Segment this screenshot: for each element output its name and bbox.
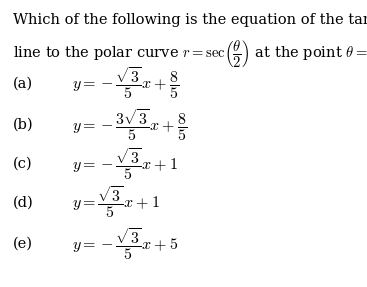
Text: (c): (c) [13, 157, 32, 170]
Text: (a): (a) [13, 76, 33, 90]
Text: $y = \dfrac{\sqrt{3}}{5}x + 1$: $y = \dfrac{\sqrt{3}}{5}x + 1$ [72, 184, 159, 220]
Text: $y = -\dfrac{3\sqrt{3}}{5}x + \dfrac{8}{5}$: $y = -\dfrac{3\sqrt{3}}{5}x + \dfrac{8}{… [72, 107, 187, 143]
Text: (e): (e) [13, 237, 33, 251]
Text: line to the polar curve $r = \mathrm{sec}\left(\dfrac{\theta}{2}\right)$ at the : line to the polar curve $r = \mathrm{sec… [13, 39, 367, 70]
Text: (b): (b) [13, 118, 33, 132]
Text: (d): (d) [13, 195, 34, 209]
Text: $y = -\dfrac{\sqrt{3}}{5}x + 5$: $y = -\dfrac{\sqrt{3}}{5}x + 5$ [72, 226, 178, 262]
Text: $y = -\dfrac{\sqrt{3}}{5}x + 1$: $y = -\dfrac{\sqrt{3}}{5}x + 1$ [72, 146, 177, 182]
Text: $y = -\dfrac{\sqrt{3}}{5}x + \dfrac{8}{5}$: $y = -\dfrac{\sqrt{3}}{5}x + \dfrac{8}{5… [72, 65, 179, 101]
Text: Which of the following is the equation of the tangent: Which of the following is the equation o… [13, 13, 367, 27]
